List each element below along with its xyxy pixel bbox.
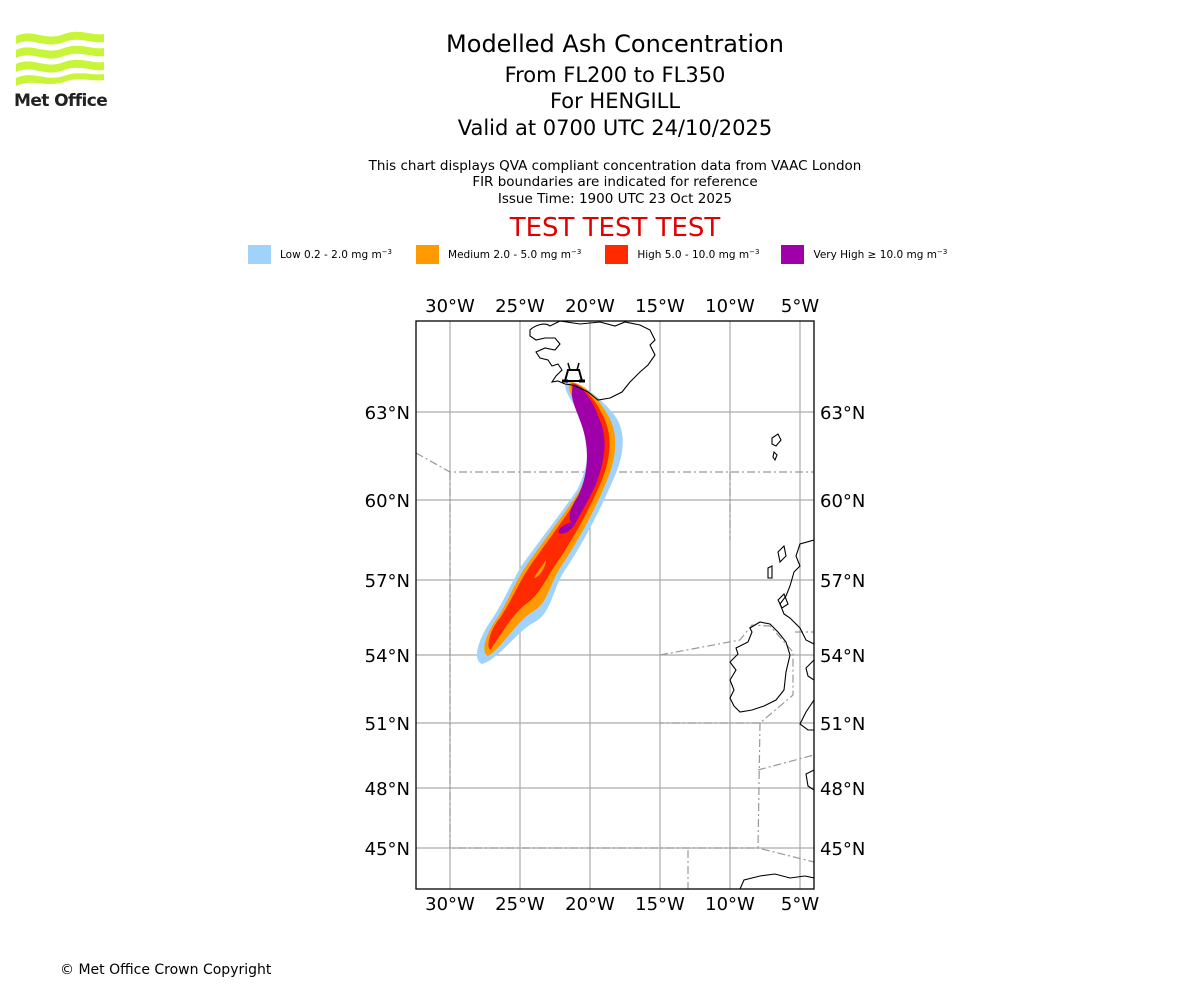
chart-title: Modelled Ash Concentration (446, 30, 784, 58)
flight-level-range: From FL200 to FL350 (504, 63, 726, 87)
plume-band-high (488, 383, 610, 650)
coastline-faroe (771, 433, 782, 462)
concentration-legend: Low 0.2 - 2.0 mg m−3 Medium 2.0 - 5.0 mg… (248, 244, 947, 264)
map-frame (415, 320, 815, 890)
plume-band-very-high (558, 522, 574, 534)
lat-tick-label: 60°N (365, 491, 410, 512)
legend-swatch-low (248, 244, 271, 264)
legend-swatch-high (605, 244, 629, 264)
legend-item-very-high: Very High ≥ 10.0 mg m−3 (781, 244, 947, 264)
legend-item-low: Low 0.2 - 2.0 mg m−3 (248, 244, 392, 264)
valid-time: Valid at 0700 UTC 24/10/2025 (457, 116, 773, 140)
met-office-logo-text: Met Office (14, 91, 108, 111)
lon-tick-labels-top: 30°W 25°W 20°W 15°W 10°W 5°W (425, 296, 819, 317)
legend-item-high: High 5.0 - 10.0 mg m−3 (605, 244, 759, 264)
lon-tick-label: 15°W (635, 296, 685, 317)
legend-label-low: Low 0.2 - 2.0 mg m (280, 248, 382, 261)
issue-time: Issue Time: 1900 UTC 23 Oct 2025 (497, 191, 733, 207)
legend-label-very-high: Very High ≥ 10.0 mg m (813, 248, 937, 261)
coastline-scotland (779, 539, 814, 645)
lon-tick-label: 20°W (565, 296, 615, 317)
lat-tick-label: 48°N (365, 779, 410, 800)
copyright-notice: © Met Office Crown Copyright (60, 962, 272, 978)
lon-tick-labels-bottom: 30°W 25°W 20°W 15°W 10°W 5°W (425, 894, 819, 915)
lat-tick-label: 45°N (365, 839, 410, 860)
lat-tick-label: 60°N (820, 491, 865, 512)
coastlines (529, 321, 814, 889)
volcano-icon (562, 362, 585, 383)
lat-tick-label: 51°N (365, 714, 410, 735)
volcano-name: For HENGILL (549, 89, 681, 113)
fir-boundary (757, 722, 761, 849)
lon-tick-label: 25°W (495, 296, 545, 317)
coastline-iceland (529, 321, 656, 401)
lon-tick-label: 30°W (425, 296, 475, 317)
coastline-france (739, 873, 814, 889)
lon-tick-label: 10°W (705, 296, 755, 317)
legend-label-medium: Medium 2.0 - 5.0 mg m (448, 248, 571, 261)
info-description: This chart displays QVA compliant concen… (368, 158, 862, 174)
lat-tick-label: 45°N (820, 839, 865, 860)
legend-label-high: High 5.0 - 10.0 mg m (637, 248, 750, 261)
legend-swatch-medium (416, 244, 440, 264)
lat-tick-label: 48°N (820, 779, 865, 800)
plume-band-very-high (569, 384, 605, 526)
info-fir-note: FIR boundaries are indicated for referen… (472, 174, 758, 190)
test-banner: TEST TEST TEST (509, 213, 721, 243)
lat-tick-label: 57°N (365, 571, 410, 592)
plume-band-medium (534, 560, 546, 578)
fir-boundary (659, 624, 794, 724)
fir-boundaries (416, 452, 814, 889)
lon-tick-label: 10°W (705, 894, 755, 915)
lon-tick-label: 20°W (565, 894, 615, 915)
plume-band-medium (484, 382, 616, 656)
coastline-wales-england (799, 659, 814, 791)
met-office-logo-icon (16, 31, 104, 86)
lat-tick-label: 63°N (820, 403, 865, 424)
lat-tick-labels-right: 63°N 60°N 57°N 54°N 51°N 48°N 45°N (820, 403, 865, 860)
lat-tick-label: 54°N (365, 646, 410, 667)
lon-tick-label: 30°W (425, 894, 475, 915)
lat-tick-label: 54°N (820, 646, 865, 667)
lon-tick-label: 5°W (781, 296, 819, 317)
lat-tick-label: 51°N (820, 714, 865, 735)
lon-tick-label: 25°W (495, 894, 545, 915)
fir-boundary (757, 754, 814, 771)
fir-boundary (449, 472, 814, 863)
lon-tick-label: 15°W (635, 894, 685, 915)
lat-tick-label: 57°N (820, 571, 865, 592)
legend-swatch-very-high (781, 244, 805, 264)
lat-tick-labels-left: 63°N 60°N 57°N 54°N 51°N 48°N 45°N (365, 403, 410, 860)
ash-plume (476, 381, 623, 664)
graticule (416, 321, 814, 889)
coastline-hebrides (767, 544, 789, 609)
lon-tick-label: 5°W (781, 894, 819, 915)
lat-tick-label: 63°N (365, 403, 410, 424)
coastline-ireland (729, 621, 791, 713)
legend-item-medium: Medium 2.0 - 5.0 mg m−3 (416, 244, 581, 264)
